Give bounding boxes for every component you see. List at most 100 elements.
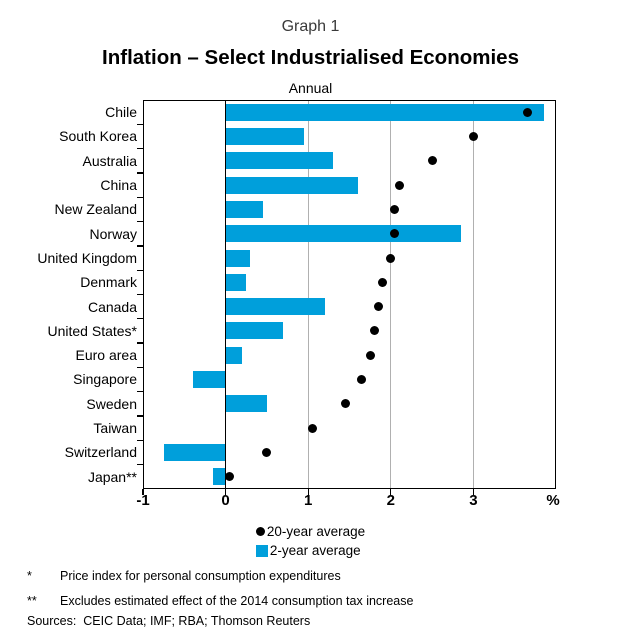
legend-square-icon xyxy=(255,544,268,557)
chart-subtitle: Annual xyxy=(288,80,333,96)
gridline xyxy=(307,100,309,489)
legend-circle-icon xyxy=(255,527,265,536)
graph-number-label: Graph 1 xyxy=(281,18,340,35)
category-label: Australia xyxy=(82,152,137,169)
value-axis-tick-label: 0 xyxy=(221,492,230,509)
dot-marker xyxy=(307,423,317,433)
category-label: Canada xyxy=(87,298,137,315)
bar xyxy=(225,200,263,218)
dot-marker xyxy=(262,448,272,458)
plot-area xyxy=(137,100,556,495)
category-label: Norway xyxy=(89,225,137,242)
bar xyxy=(225,322,284,340)
bar xyxy=(192,371,226,389)
category-axis-tick xyxy=(137,415,143,417)
category-axis-tick xyxy=(137,245,143,247)
bar xyxy=(213,468,226,486)
category-axis-tick xyxy=(137,269,143,271)
bar xyxy=(225,249,251,267)
category-axis-tick xyxy=(137,342,143,344)
plot-border xyxy=(143,100,556,489)
footnote-text: Price index for personal consumption exp… xyxy=(60,569,341,583)
dot-marker xyxy=(225,472,235,482)
value-axis-labels: -1 0 1 2 3% xyxy=(136,492,560,512)
bar xyxy=(225,346,243,364)
category-label: Chile xyxy=(105,104,137,120)
value-axis-tick-label: 2 xyxy=(386,492,395,509)
dot-marker xyxy=(340,399,350,409)
category-axis-tick xyxy=(137,464,143,466)
category-axis-tick xyxy=(137,293,143,296)
legend-label: 2-year average xyxy=(269,543,361,558)
bar xyxy=(225,103,544,121)
value-axis-tick xyxy=(307,489,309,495)
bar xyxy=(225,395,267,413)
bar xyxy=(225,273,247,291)
bar xyxy=(225,152,333,170)
category-label: Denmark xyxy=(80,274,137,291)
zero-axis-line xyxy=(224,100,227,489)
category-axis-tick xyxy=(137,123,143,125)
value-axis-tick-label: 3 xyxy=(469,492,478,509)
footnote-marker: * xyxy=(27,569,32,583)
category-axis-tick xyxy=(137,366,143,369)
category-axis-tick xyxy=(137,439,143,442)
category-axis-tick xyxy=(137,172,143,174)
dot-marker xyxy=(427,156,437,166)
category-label: Sweden xyxy=(86,395,137,412)
footnote-double-asterisk: ** Excludes estimated effect of the 2014… xyxy=(27,594,602,608)
category-label: South Korea xyxy=(59,128,137,145)
dot-marker xyxy=(365,350,375,360)
dot-marker xyxy=(386,253,396,263)
legend-label: 20-year average xyxy=(266,524,366,539)
bar xyxy=(225,298,325,316)
dot-marker xyxy=(357,375,367,385)
gridline xyxy=(472,100,474,489)
legend-item: 20-year average xyxy=(255,522,366,541)
category-axis-tick xyxy=(137,318,143,320)
footnote-text: Excludes estimated effect of the 2014 co… xyxy=(60,594,414,608)
dot-marker xyxy=(468,131,478,141)
dot-marker xyxy=(522,107,532,117)
category-axis-labels: Chile South Korea Australia China New Zealan… xyxy=(0,100,137,489)
legend-block: 20-year average 2-year average xyxy=(255,522,366,560)
dot-marker xyxy=(390,229,400,239)
category-axis-tick xyxy=(137,220,143,223)
dot-marker xyxy=(378,277,388,287)
bar xyxy=(225,176,358,194)
dot-marker xyxy=(373,302,383,312)
legend: 20-year average 2-year average xyxy=(0,522,621,562)
value-axis-tick xyxy=(142,489,144,495)
legend-item: 2-year average xyxy=(255,541,365,560)
category-label: United Kingdom xyxy=(37,249,137,266)
dot-marker xyxy=(394,180,404,190)
gridline xyxy=(390,100,392,489)
category-label: Japan** xyxy=(87,468,137,485)
bar xyxy=(225,127,305,145)
category-axis-tick xyxy=(137,196,143,198)
bar xyxy=(163,444,226,462)
footnote-single-asterisk: * Price index for personal consumption e… xyxy=(27,569,602,583)
sources-line: Sources: CEIC Data; IMF; RBA; Thomson Re… xyxy=(27,614,311,628)
category-label: Switzerland xyxy=(64,444,137,461)
category-axis-tick xyxy=(137,391,143,393)
category-axis-tick xyxy=(137,147,143,150)
value-axis-tick-label: -1 xyxy=(136,492,150,509)
category-label: New Zealand xyxy=(54,201,138,218)
category-label: Singapore xyxy=(73,371,137,388)
bar xyxy=(225,225,461,243)
chart-title: Inflation – Select Industrialised Econom… xyxy=(102,46,519,69)
category-label: United States* xyxy=(47,322,138,339)
category-label: Euro area xyxy=(75,347,137,364)
footnote-marker: ** xyxy=(27,594,37,608)
value-axis-tick xyxy=(390,489,392,495)
value-axis-tick-label: 1 xyxy=(304,492,313,509)
dot-marker xyxy=(369,326,379,336)
value-axis-tick xyxy=(224,489,227,495)
value-axis-tick xyxy=(472,489,475,495)
dot-marker xyxy=(390,204,400,214)
percent-unit-label: % xyxy=(546,492,560,509)
category-label: China xyxy=(100,176,137,193)
category-label: Taiwan xyxy=(93,420,137,437)
